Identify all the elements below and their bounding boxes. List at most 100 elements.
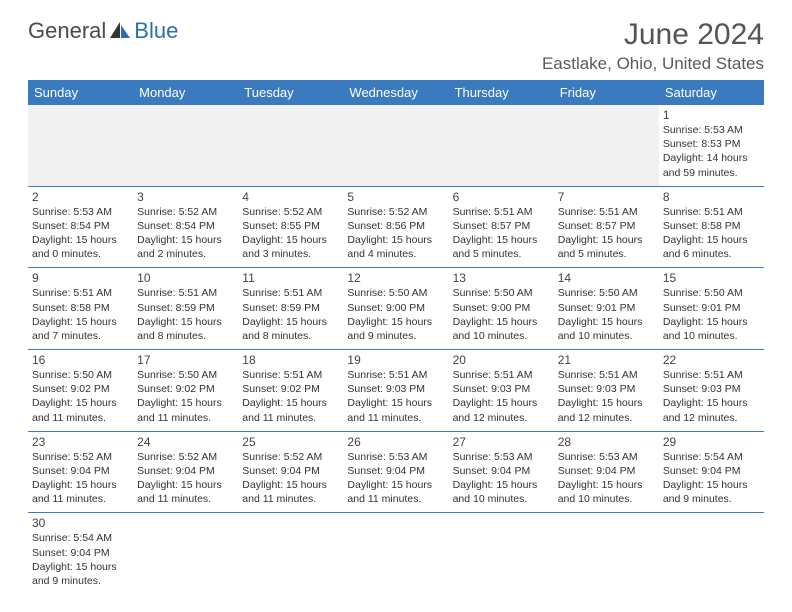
day-number: 25 [242, 435, 339, 449]
calendar-row: 1Sunrise: 5:53 AMSunset: 8:53 PMDaylight… [28, 105, 764, 186]
calendar-cell [343, 105, 448, 186]
calendar-cell: 11Sunrise: 5:51 AMSunset: 8:59 PMDayligh… [238, 268, 343, 350]
day-number: 18 [242, 353, 339, 367]
calendar-cell [554, 105, 659, 186]
day-info: Sunrise: 5:52 AMSunset: 9:04 PMDaylight:… [242, 450, 339, 507]
weekday-header: Saturday [659, 80, 764, 105]
month-title: June 2024 [542, 18, 764, 52]
day-info: Sunrise: 5:50 AMSunset: 9:02 PMDaylight:… [137, 368, 234, 425]
calendar-cell: 23Sunrise: 5:52 AMSunset: 9:04 PMDayligh… [28, 431, 133, 513]
calendar-cell: 5Sunrise: 5:52 AMSunset: 8:56 PMDaylight… [343, 186, 448, 268]
calendar-cell: 30Sunrise: 5:54 AMSunset: 9:04 PMDayligh… [28, 513, 133, 594]
calendar-cell: 22Sunrise: 5:51 AMSunset: 9:03 PMDayligh… [659, 350, 764, 432]
logo-text-1: General [28, 18, 106, 44]
day-number: 14 [558, 271, 655, 285]
day-info: Sunrise: 5:50 AMSunset: 9:00 PMDaylight:… [453, 286, 550, 343]
calendar-cell: 29Sunrise: 5:54 AMSunset: 9:04 PMDayligh… [659, 431, 764, 513]
day-number: 2 [32, 190, 129, 204]
calendar-cell: 15Sunrise: 5:50 AMSunset: 9:01 PMDayligh… [659, 268, 764, 350]
calendar-cell [238, 105, 343, 186]
day-number: 3 [137, 190, 234, 204]
day-info: Sunrise: 5:50 AMSunset: 9:01 PMDaylight:… [663, 286, 760, 343]
calendar-cell [133, 513, 238, 594]
calendar-cell: 19Sunrise: 5:51 AMSunset: 9:03 PMDayligh… [343, 350, 448, 432]
day-number: 8 [663, 190, 760, 204]
weekday-header: Sunday [28, 80, 133, 105]
day-info: Sunrise: 5:51 AMSunset: 8:57 PMDaylight:… [558, 205, 655, 262]
day-info: Sunrise: 5:52 AMSunset: 8:55 PMDaylight:… [242, 205, 339, 262]
calendar-cell: 8Sunrise: 5:51 AMSunset: 8:58 PMDaylight… [659, 186, 764, 268]
day-info: Sunrise: 5:52 AMSunset: 8:56 PMDaylight:… [347, 205, 444, 262]
day-info: Sunrise: 5:51 AMSunset: 8:58 PMDaylight:… [32, 286, 129, 343]
header: General Blue June 2024 Eastlake, Ohio, U… [28, 18, 764, 74]
day-info: Sunrise: 5:50 AMSunset: 9:02 PMDaylight:… [32, 368, 129, 425]
day-info: Sunrise: 5:53 AMSunset: 8:54 PMDaylight:… [32, 205, 129, 262]
day-number: 26 [347, 435, 444, 449]
calendar-cell: 10Sunrise: 5:51 AMSunset: 8:59 PMDayligh… [133, 268, 238, 350]
calendar-cell: 17Sunrise: 5:50 AMSunset: 9:02 PMDayligh… [133, 350, 238, 432]
day-number: 9 [32, 271, 129, 285]
calendar-cell: 12Sunrise: 5:50 AMSunset: 9:00 PMDayligh… [343, 268, 448, 350]
calendar-row: 23Sunrise: 5:52 AMSunset: 9:04 PMDayligh… [28, 431, 764, 513]
day-info: Sunrise: 5:51 AMSunset: 9:03 PMDaylight:… [453, 368, 550, 425]
calendar-cell: 27Sunrise: 5:53 AMSunset: 9:04 PMDayligh… [449, 431, 554, 513]
calendar-row: 30Sunrise: 5:54 AMSunset: 9:04 PMDayligh… [28, 513, 764, 594]
day-number: 13 [453, 271, 550, 285]
day-info: Sunrise: 5:51 AMSunset: 9:03 PMDaylight:… [663, 368, 760, 425]
day-number: 1 [663, 108, 760, 122]
calendar-cell: 9Sunrise: 5:51 AMSunset: 8:58 PMDaylight… [28, 268, 133, 350]
day-number: 7 [558, 190, 655, 204]
calendar-body: 1Sunrise: 5:53 AMSunset: 8:53 PMDaylight… [28, 105, 764, 594]
title-block: June 2024 Eastlake, Ohio, United States [542, 18, 764, 74]
logo-sail-icon [109, 21, 131, 39]
day-number: 15 [663, 271, 760, 285]
calendar-table: SundayMondayTuesdayWednesdayThursdayFrid… [28, 80, 764, 594]
calendar-cell: 16Sunrise: 5:50 AMSunset: 9:02 PMDayligh… [28, 350, 133, 432]
day-info: Sunrise: 5:53 AMSunset: 9:04 PMDaylight:… [558, 450, 655, 507]
calendar-cell: 20Sunrise: 5:51 AMSunset: 9:03 PMDayligh… [449, 350, 554, 432]
logo-text-2: Blue [134, 18, 178, 44]
calendar-head: SundayMondayTuesdayWednesdayThursdayFrid… [28, 80, 764, 105]
calendar-row: 9Sunrise: 5:51 AMSunset: 8:58 PMDaylight… [28, 268, 764, 350]
calendar-cell: 6Sunrise: 5:51 AMSunset: 8:57 PMDaylight… [449, 186, 554, 268]
calendar-cell: 14Sunrise: 5:50 AMSunset: 9:01 PMDayligh… [554, 268, 659, 350]
day-info: Sunrise: 5:52 AMSunset: 9:04 PMDaylight:… [32, 450, 129, 507]
calendar-cell [554, 513, 659, 594]
day-info: Sunrise: 5:50 AMSunset: 9:00 PMDaylight:… [347, 286, 444, 343]
day-info: Sunrise: 5:53 AMSunset: 9:04 PMDaylight:… [347, 450, 444, 507]
calendar-cell [449, 105, 554, 186]
day-number: 23 [32, 435, 129, 449]
day-info: Sunrise: 5:51 AMSunset: 9:03 PMDaylight:… [347, 368, 444, 425]
day-number: 29 [663, 435, 760, 449]
calendar-cell [133, 105, 238, 186]
day-info: Sunrise: 5:53 AMSunset: 9:04 PMDaylight:… [453, 450, 550, 507]
calendar-cell: 3Sunrise: 5:52 AMSunset: 8:54 PMDaylight… [133, 186, 238, 268]
day-info: Sunrise: 5:52 AMSunset: 8:54 PMDaylight:… [137, 205, 234, 262]
day-number: 10 [137, 271, 234, 285]
day-number: 16 [32, 353, 129, 367]
day-info: Sunrise: 5:51 AMSunset: 8:59 PMDaylight:… [137, 286, 234, 343]
calendar-cell: 21Sunrise: 5:51 AMSunset: 9:03 PMDayligh… [554, 350, 659, 432]
calendar-cell [449, 513, 554, 594]
day-info: Sunrise: 5:52 AMSunset: 9:04 PMDaylight:… [137, 450, 234, 507]
day-info: Sunrise: 5:51 AMSunset: 8:58 PMDaylight:… [663, 205, 760, 262]
calendar-cell [659, 513, 764, 594]
day-number: 12 [347, 271, 444, 285]
day-info: Sunrise: 5:51 AMSunset: 9:03 PMDaylight:… [558, 368, 655, 425]
day-number: 20 [453, 353, 550, 367]
weekday-header: Tuesday [238, 80, 343, 105]
day-number: 4 [242, 190, 339, 204]
calendar-cell [238, 513, 343, 594]
day-info: Sunrise: 5:54 AMSunset: 9:04 PMDaylight:… [32, 531, 129, 588]
calendar-cell: 1Sunrise: 5:53 AMSunset: 8:53 PMDaylight… [659, 105, 764, 186]
calendar-cell: 2Sunrise: 5:53 AMSunset: 8:54 PMDaylight… [28, 186, 133, 268]
calendar-cell: 26Sunrise: 5:53 AMSunset: 9:04 PMDayligh… [343, 431, 448, 513]
calendar-cell: 24Sunrise: 5:52 AMSunset: 9:04 PMDayligh… [133, 431, 238, 513]
day-number: 30 [32, 516, 129, 530]
day-number: 27 [453, 435, 550, 449]
day-info: Sunrise: 5:54 AMSunset: 9:04 PMDaylight:… [663, 450, 760, 507]
weekday-header: Thursday [449, 80, 554, 105]
calendar-row: 2Sunrise: 5:53 AMSunset: 8:54 PMDaylight… [28, 186, 764, 268]
weekday-header: Monday [133, 80, 238, 105]
calendar-cell: 28Sunrise: 5:53 AMSunset: 9:04 PMDayligh… [554, 431, 659, 513]
